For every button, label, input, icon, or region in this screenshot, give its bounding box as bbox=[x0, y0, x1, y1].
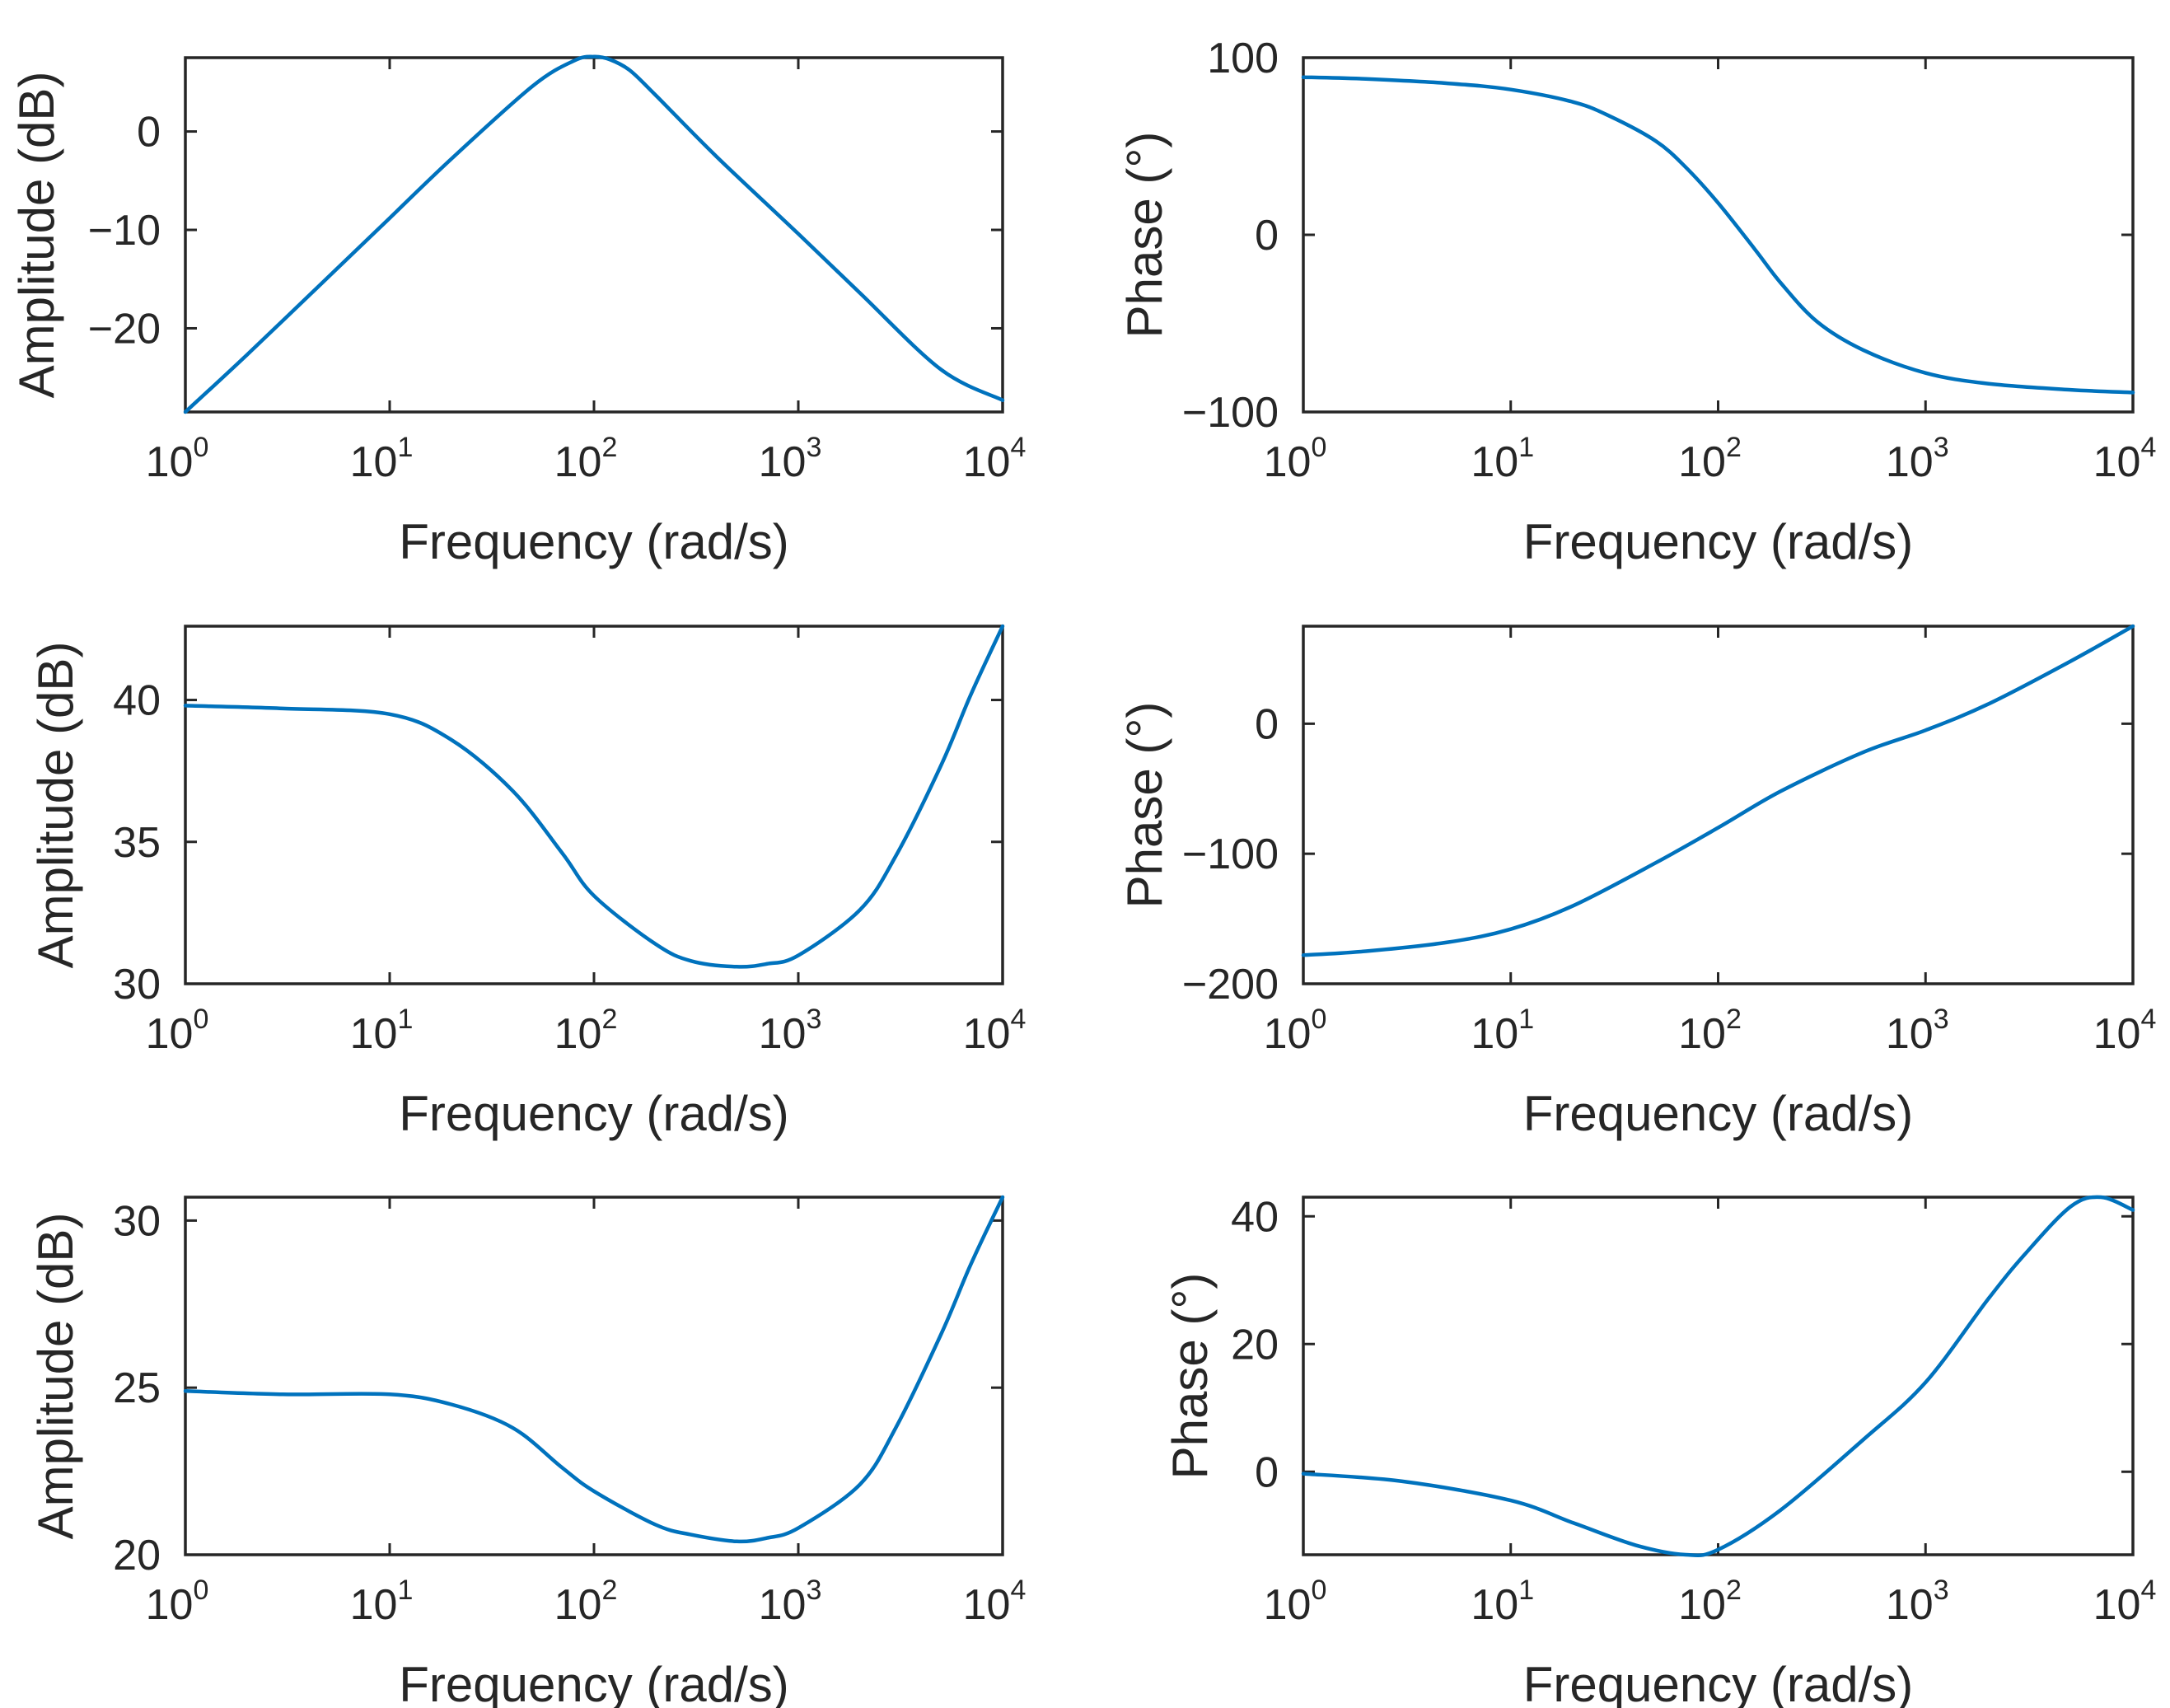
y-tick-label: −10 bbox=[88, 207, 161, 255]
axes-frame bbox=[1302, 625, 2135, 985]
axes-frame bbox=[184, 56, 1004, 414]
x-tick-label: 103 bbox=[759, 432, 822, 486]
y-axis-label: Amplitude (dB) bbox=[28, 1213, 83, 1540]
x-tick-label: 102 bbox=[1678, 1004, 1742, 1058]
y-tick-label: −200 bbox=[1182, 961, 1279, 1008]
y-tick-label: −100 bbox=[1182, 831, 1279, 878]
x-tick-label: 103 bbox=[1886, 432, 1949, 486]
x-tick-label: 101 bbox=[1471, 1575, 1534, 1629]
subplot-4: 100 101 102 103 104 0 −100 −200 Frequency (rad/s… bbox=[1117, 624, 2157, 1141]
y-tick-label: 30 bbox=[113, 1197, 161, 1245]
y-tick-label: −20 bbox=[88, 305, 161, 353]
x-tick-label: 102 bbox=[1678, 1575, 1742, 1629]
x-axis-label: Frequency (rad/s) bbox=[399, 1086, 789, 1141]
y-axis-label: Phase (°) bbox=[1162, 1273, 1218, 1480]
x-tick-label: 100 bbox=[146, 1004, 209, 1058]
x-tick-label: 104 bbox=[963, 432, 1027, 486]
x-tick-label: 101 bbox=[350, 1575, 414, 1629]
x-tick-label: 103 bbox=[1886, 1004, 1949, 1058]
y-tick-label: 35 bbox=[113, 819, 161, 867]
x-axis-label: Frequency (rad/s) bbox=[1523, 1086, 1914, 1141]
subplot-6: 100 101 102 103 104 40 20 0 Frequency (rad/s) Pha… bbox=[1162, 1193, 2156, 1708]
y-tick-label: 0 bbox=[1255, 212, 1279, 260]
x-axis-label: Frequency (rad/s) bbox=[1523, 1657, 1914, 1708]
x-tick-label: 101 bbox=[350, 1004, 414, 1058]
y-tick-label: 100 bbox=[1207, 35, 1279, 82]
x-tick-label: 103 bbox=[1886, 1575, 1949, 1629]
series-line-amplitude bbox=[183, 54, 1005, 414]
y-axis-label: Phase (°) bbox=[1117, 132, 1172, 339]
x-tick-label: 101 bbox=[350, 432, 414, 486]
subplot-5: 100 101 102 103 104 30 25 20 Frequency (rad/s) Am… bbox=[28, 1195, 1027, 1708]
x-tick-label: 102 bbox=[554, 432, 618, 486]
y-axis-label: Amplitude (dB) bbox=[9, 72, 64, 399]
y-tick-label: 25 bbox=[113, 1364, 161, 1412]
x-tick-label: 103 bbox=[759, 1004, 822, 1058]
y-tick-label: 20 bbox=[113, 1532, 161, 1579]
y-tick-label: −100 bbox=[1182, 389, 1279, 437]
y-tick-label: 30 bbox=[113, 961, 161, 1008]
x-tick-label: 104 bbox=[963, 1575, 1027, 1629]
x-tick-label: 101 bbox=[1471, 1004, 1534, 1058]
y-tick-label: 40 bbox=[1231, 1193, 1279, 1241]
x-tick-label: 102 bbox=[554, 1004, 618, 1058]
series-line-amplitude bbox=[183, 624, 1005, 969]
x-tick-label: 103 bbox=[759, 1575, 822, 1629]
series-line-amplitude bbox=[183, 1195, 1005, 1544]
x-axis-label: Frequency (rad/s) bbox=[1523, 514, 1914, 569]
y-tick-label: 0 bbox=[1255, 1448, 1279, 1496]
y-tick-label: 0 bbox=[137, 109, 161, 157]
axes-frame bbox=[1302, 1196, 2135, 1556]
x-tick-label: 100 bbox=[1264, 1004, 1327, 1058]
x-tick-label: 104 bbox=[2093, 1575, 2157, 1629]
x-tick-label: 102 bbox=[1678, 432, 1742, 486]
x-tick-label: 100 bbox=[146, 432, 209, 486]
x-tick-label: 100 bbox=[1264, 432, 1327, 486]
y-tick-label: 20 bbox=[1231, 1321, 1279, 1369]
x-tick-label: 104 bbox=[963, 1004, 1027, 1058]
x-axis-label: Frequency (rad/s) bbox=[399, 1657, 789, 1708]
axes-frame bbox=[1302, 56, 2135, 414]
y-axis-label: Phase (°) bbox=[1117, 702, 1172, 909]
subplot-2: 100 101 102 103 104 100 0 −100 Frequency (rad/s)… bbox=[1117, 35, 2156, 569]
subplot-1: 100 101 102 103 104 0 −10 −20 Frequency (rad/s) A… bbox=[9, 54, 1027, 569]
y-tick-label: 0 bbox=[1255, 700, 1279, 748]
x-tick-label: 104 bbox=[2093, 1004, 2157, 1058]
subplot-3: 100 101 102 103 104 40 35 30 Frequency (rad/s) Am… bbox=[28, 624, 1027, 1141]
x-tick-label: 101 bbox=[1471, 432, 1534, 486]
y-axis-label: Amplitude (dB) bbox=[28, 642, 83, 969]
series-line-phase bbox=[1301, 75, 2135, 395]
axes-frame bbox=[184, 1196, 1004, 1556]
x-tick-label: 104 bbox=[2093, 432, 2157, 486]
y-tick-label: 40 bbox=[113, 677, 161, 725]
series-line-phase bbox=[1301, 624, 2135, 957]
x-tick-label: 102 bbox=[554, 1575, 618, 1629]
axes-frame bbox=[184, 625, 1004, 985]
x-axis-label: Frequency (rad/s) bbox=[399, 514, 789, 569]
x-tick-label: 100 bbox=[1264, 1575, 1327, 1629]
series-line-phase bbox=[1301, 1195, 2135, 1558]
x-tick-label: 100 bbox=[146, 1575, 209, 1629]
